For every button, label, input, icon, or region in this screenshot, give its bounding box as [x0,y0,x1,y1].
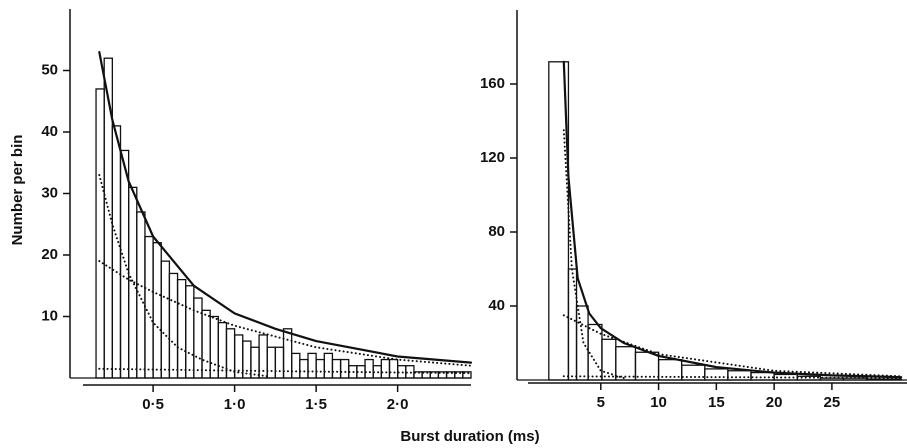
histogram-bar [727,370,752,381]
histogram-bar [307,352,317,379]
histogram-bar [601,338,617,381]
histogram-bar [865,378,902,381]
y-axis-label: Number per bin [9,135,26,246]
histogram-bar [634,351,660,381]
y-tick-label: 20 [41,246,58,263]
x-tick-label: 20 [766,394,783,411]
y-tick-label: 80 [488,223,505,240]
x-axis-label: Burst duration (ms) [400,428,539,445]
x-tick-label: 10 [650,394,667,411]
component-curve [562,375,903,380]
x-tick-label: 0·5 [142,396,164,413]
y-tick-label: 50 [41,61,58,78]
histogram-bar [380,358,391,379]
histogram-bar [299,358,309,379]
histogram-bar [185,285,195,379]
histogram-bar [119,149,130,379]
histogram-bar [274,346,285,379]
component-curve [98,367,472,375]
x-tick-label: 2·0 [387,396,409,413]
y-tick-label: 10 [41,307,58,324]
histogram-bar [315,358,325,379]
histogram-bar [144,235,154,379]
y-tick-label: 40 [41,123,58,140]
histogram-bar [364,358,374,379]
component-curve [98,174,269,378]
y-tick-label: 160 [480,75,505,92]
histogram-bar [193,297,203,379]
histogram-bar [681,364,706,381]
histogram-bar [339,358,350,379]
component-curve [562,129,625,380]
histogram-bar [796,375,821,381]
component-curve [562,314,903,378]
histogram-bar [704,368,729,381]
histogram-bar [266,346,277,379]
histogram-bar [819,377,845,381]
x-tick-label: 15 [708,394,725,411]
histogram-bar [242,340,252,379]
fit-curve [98,51,473,364]
x-tick-label: 1·5 [305,396,327,413]
histogram-bar [323,352,334,379]
histogram-bar [160,260,171,379]
histogram-bar [291,352,301,379]
histogram-bar [111,125,122,379]
histogram-bar [127,186,138,379]
histogram-bar [152,242,162,379]
x-tick-label: 25 [824,394,841,411]
histogram-bar [136,211,146,379]
histogram-bar [388,358,399,379]
histogram-bar [615,346,637,381]
component-curve [98,260,472,367]
histogram-bar [209,315,219,379]
histogram-bar [176,278,187,379]
x-tick-label: 1·0 [224,396,246,413]
histogram-bar [95,88,105,379]
histogram-bar [575,305,589,381]
y-tick-label: 30 [41,184,58,201]
y-tick-label: 40 [488,297,505,314]
histogram-bar [331,358,342,379]
y-tick-label: 120 [480,149,505,166]
histogram-bar [250,346,260,379]
fit-curve [562,60,903,379]
x-tick-label: 5 [597,394,605,411]
histogram-bar [168,272,179,379]
histogram-bar [201,309,211,379]
histogram-bar [750,371,775,381]
histogram-bar [462,371,472,379]
